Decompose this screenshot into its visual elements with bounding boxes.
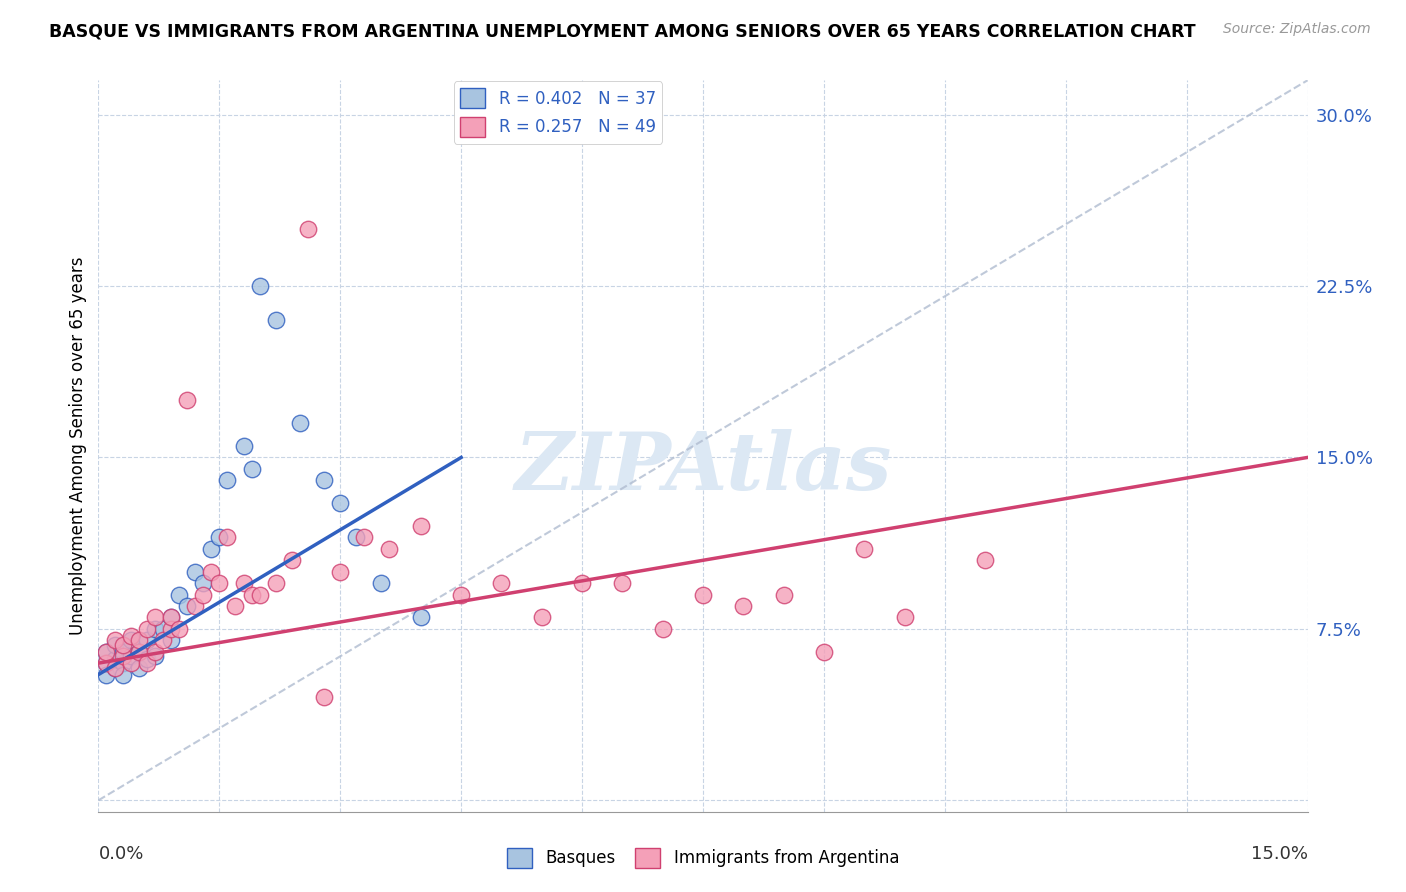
Point (120, 633, 142, 648)
Point (96, 645, 118, 659)
Point (143, 649, 166, 664)
Point (152, 633, 174, 648)
Point (103, 651, 125, 665)
Point (232, 439, 254, 453)
Point (184, 599, 207, 613)
Point (200, 565, 222, 579)
Point (120, 649, 142, 664)
Point (176, 393, 198, 408)
Text: ZIPAtlas: ZIPAtlas (515, 429, 891, 507)
Point (193, 576, 215, 591)
Point (217, 530, 239, 544)
Point (377, 541, 399, 556)
Point (103, 661, 125, 675)
Point (111, 656, 134, 670)
Point (120, 656, 142, 670)
Point (193, 588, 215, 602)
Point (409, 519, 432, 533)
Point (103, 633, 125, 648)
Point (353, 530, 375, 544)
Point (217, 473, 239, 487)
Point (167, 622, 190, 636)
Legend: Basques, Immigrants from Argentina: Basques, Immigrants from Argentina (501, 841, 905, 875)
Point (297, 222, 319, 236)
Point (370, 576, 392, 591)
Point (96, 656, 118, 670)
Point (772, 588, 794, 602)
Point (96, 667, 118, 681)
Point (111, 645, 134, 659)
Point (111, 638, 134, 652)
Point (128, 645, 150, 659)
Point (208, 530, 231, 544)
Point (813, 645, 835, 659)
Legend: R = 0.402   N = 37, R = 0.257   N = 49: R = 0.402 N = 37, R = 0.257 N = 49 (454, 81, 662, 144)
Point (240, 462, 263, 476)
Point (135, 656, 157, 670)
Point (143, 645, 166, 659)
Point (314, 690, 336, 705)
Text: BASQUE VS IMMIGRANTS FROM ARGENTINA UNEMPLOYMENT AMONG SENIORS OVER 65 YEARS COR: BASQUE VS IMMIGRANTS FROM ARGENTINA UNEM… (49, 22, 1197, 40)
Point (612, 576, 634, 591)
Point (135, 633, 157, 648)
Point (530, 610, 553, 624)
Point (128, 645, 150, 659)
Point (224, 599, 246, 613)
Point (491, 576, 513, 591)
Point (160, 633, 183, 648)
Point (208, 576, 231, 591)
Point (103, 638, 125, 652)
Point (96, 645, 118, 659)
Point (281, 553, 304, 567)
Point (103, 661, 125, 675)
Text: Source: ZipAtlas.com: Source: ZipAtlas.com (1223, 22, 1371, 37)
Point (96, 656, 118, 670)
Point (288, 416, 311, 430)
Point (264, 576, 287, 591)
Point (329, 496, 352, 510)
Point (128, 633, 150, 648)
Point (160, 622, 183, 636)
Point (974, 553, 997, 567)
Point (128, 661, 150, 675)
Point (167, 588, 190, 602)
Point (409, 610, 432, 624)
Point (160, 610, 183, 624)
Point (200, 541, 222, 556)
Point (160, 610, 183, 624)
Point (329, 565, 352, 579)
Point (264, 313, 287, 327)
Point (176, 599, 198, 613)
Point (893, 610, 915, 624)
Point (571, 576, 593, 591)
Point (152, 622, 174, 636)
Point (232, 576, 254, 591)
Text: 0.0%: 0.0% (98, 845, 143, 863)
Point (111, 667, 134, 681)
Point (143, 610, 166, 624)
Point (733, 599, 755, 613)
Point (143, 622, 166, 636)
Point (450, 588, 472, 602)
Point (111, 649, 134, 664)
Point (135, 622, 157, 636)
Point (692, 588, 714, 602)
Point (651, 622, 673, 636)
Point (853, 541, 876, 556)
Point (249, 588, 271, 602)
Point (184, 565, 207, 579)
Point (120, 629, 142, 643)
Y-axis label: Unemployment Among Seniors over 65 years: Unemployment Among Seniors over 65 years (69, 257, 87, 635)
Point (135, 651, 157, 665)
Text: 15.0%: 15.0% (1250, 845, 1308, 863)
Point (314, 473, 336, 487)
Point (249, 279, 271, 293)
Point (344, 530, 367, 544)
Point (240, 588, 263, 602)
